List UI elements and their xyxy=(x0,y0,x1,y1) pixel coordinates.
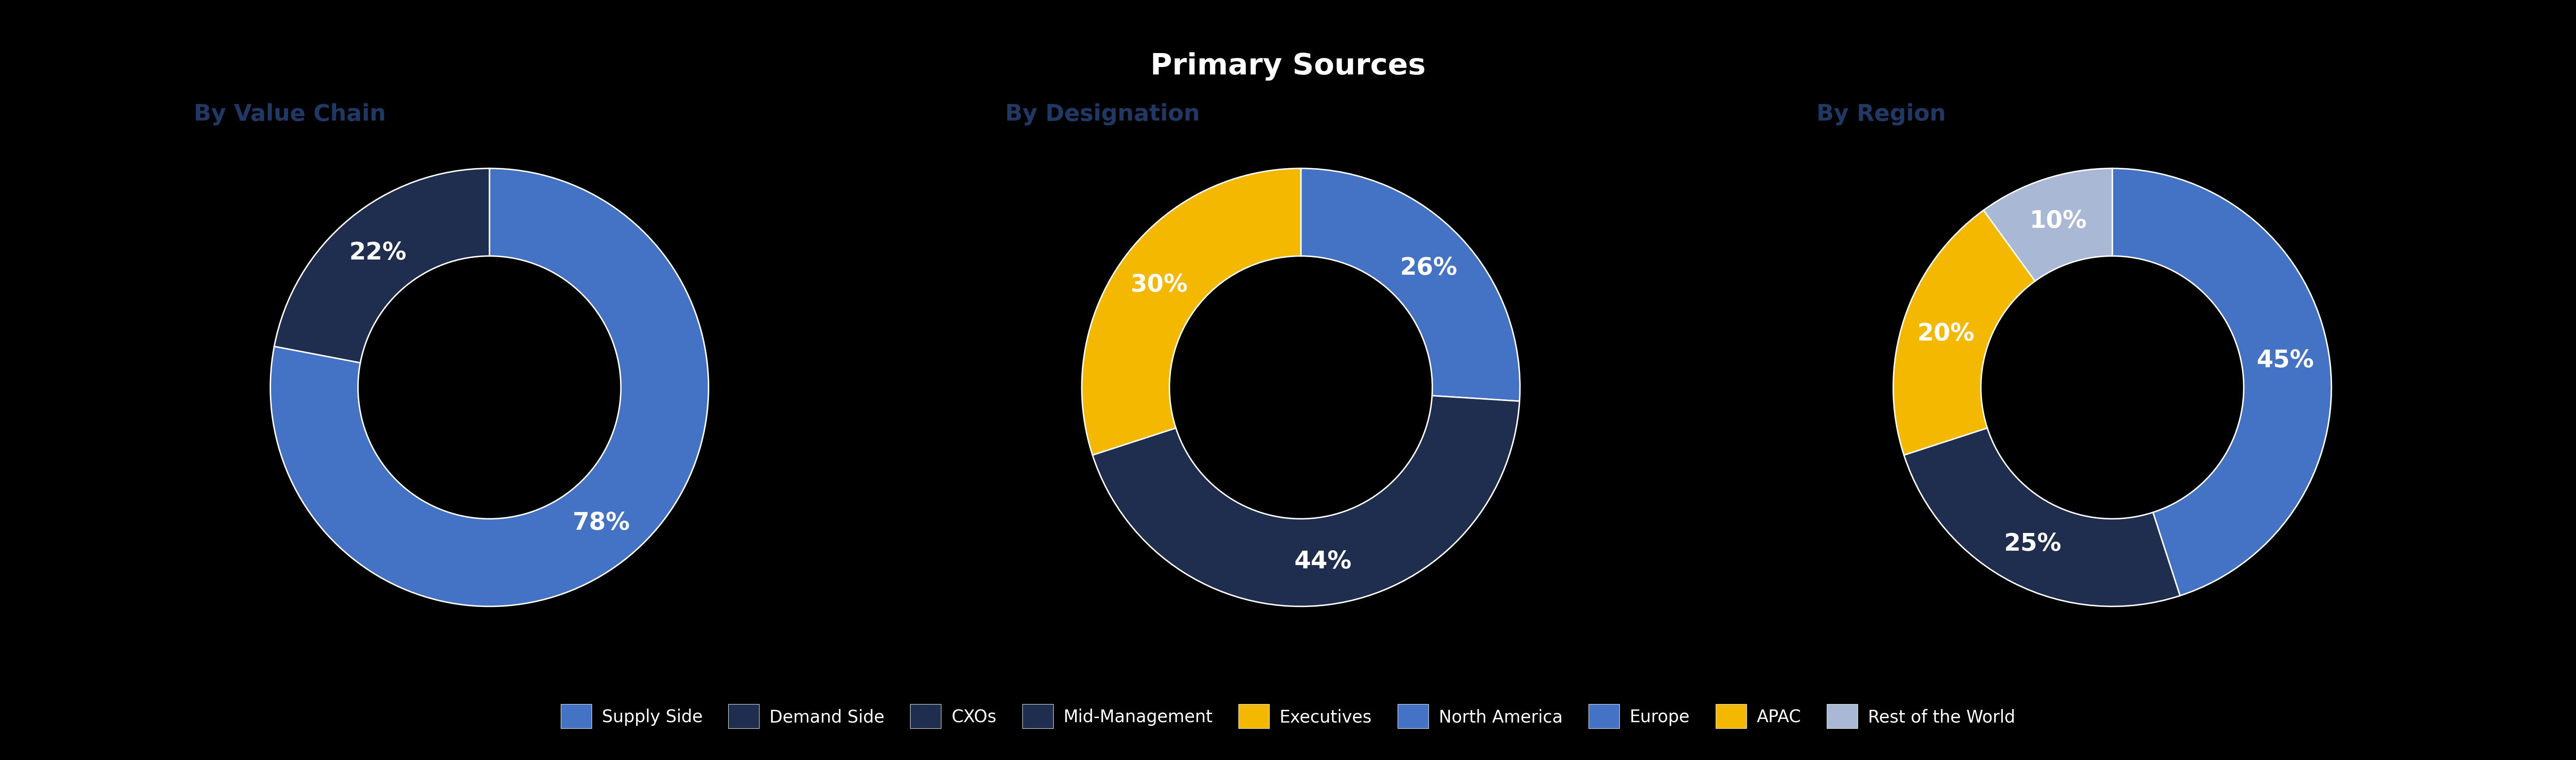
Wedge shape xyxy=(1984,169,2112,281)
Wedge shape xyxy=(270,169,708,606)
Text: 26%: 26% xyxy=(1399,256,1458,280)
Text: By Value Chain: By Value Chain xyxy=(193,103,386,125)
Text: 22%: 22% xyxy=(348,241,407,264)
Text: Primary Sources: Primary Sources xyxy=(1151,52,1425,81)
Wedge shape xyxy=(1904,428,2179,606)
Wedge shape xyxy=(1092,396,1520,606)
Text: 25%: 25% xyxy=(2004,532,2061,556)
Wedge shape xyxy=(1082,169,1301,455)
Text: 10%: 10% xyxy=(2030,209,2087,233)
Text: 20%: 20% xyxy=(1917,321,1973,345)
Wedge shape xyxy=(273,169,489,363)
Text: By Region: By Region xyxy=(1816,103,1945,125)
Wedge shape xyxy=(1301,169,1520,401)
Legend: Supply Side, Demand Side, CXOs, Mid-Management, Executives, North America, Europ: Supply Side, Demand Side, CXOs, Mid-Mana… xyxy=(554,698,2022,735)
Wedge shape xyxy=(2112,169,2331,596)
Text: By Designation: By Designation xyxy=(1005,103,1200,125)
Text: 30%: 30% xyxy=(1131,273,1188,296)
Text: 78%: 78% xyxy=(572,511,631,534)
Text: 45%: 45% xyxy=(2257,349,2313,372)
Wedge shape xyxy=(1893,211,2035,455)
Text: 44%: 44% xyxy=(1293,549,1352,573)
